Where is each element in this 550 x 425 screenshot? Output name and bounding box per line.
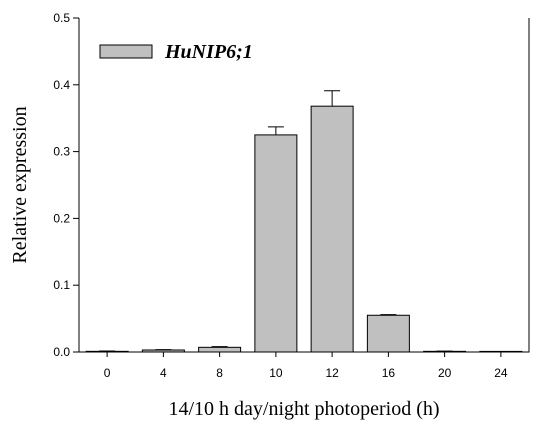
legend: HuNIP6;1 bbox=[99, 41, 253, 63]
y-tick-label: 0.0 bbox=[53, 345, 70, 359]
error-bars-group bbox=[99, 90, 509, 353]
bar-10 bbox=[254, 134, 298, 353]
x-tick-label-20: 20 bbox=[438, 366, 452, 380]
x-tick-label-8: 8 bbox=[216, 366, 223, 380]
bar-12 bbox=[310, 105, 354, 353]
error-bar-12 bbox=[324, 90, 341, 107]
y-tick-label: 0.2 bbox=[53, 211, 70, 225]
x-tick-label-10: 10 bbox=[269, 366, 283, 380]
x-tick-label-4: 4 bbox=[160, 366, 167, 380]
bar-16 bbox=[366, 314, 410, 353]
bar-8 bbox=[198, 346, 242, 353]
x-axis-ticks: 0 4 8 10 12 16 20 24 bbox=[104, 352, 508, 380]
y-tick-label: 0.5 bbox=[53, 11, 70, 25]
x-tick-label-16: 16 bbox=[382, 366, 396, 380]
bars-group bbox=[85, 105, 523, 353]
x-tick-label-0: 0 bbox=[104, 366, 111, 380]
x-tick-label-12: 12 bbox=[325, 366, 339, 380]
legend-label: HuNIP6;1 bbox=[164, 41, 253, 63]
plot-frame bbox=[78, 18, 530, 353]
y-axis-ticks: 0.0 0.1 0.2 0.3 0.4 0.5 bbox=[53, 11, 79, 359]
x-axis-title: 14/10 h day/night photoperiod (h) bbox=[168, 398, 439, 420]
error-bar-16 bbox=[380, 314, 397, 316]
y-tick-label: 0.1 bbox=[53, 278, 70, 292]
y-tick-label: 0.4 bbox=[53, 78, 70, 92]
y-axis-title: Relative expression bbox=[9, 106, 31, 263]
error-bar-8 bbox=[211, 346, 228, 348]
y-tick-label: 0.3 bbox=[53, 145, 70, 159]
legend-swatch bbox=[99, 44, 153, 59]
x-tick-label-24: 24 bbox=[494, 366, 508, 380]
error-bar-10 bbox=[267, 126, 284, 135]
